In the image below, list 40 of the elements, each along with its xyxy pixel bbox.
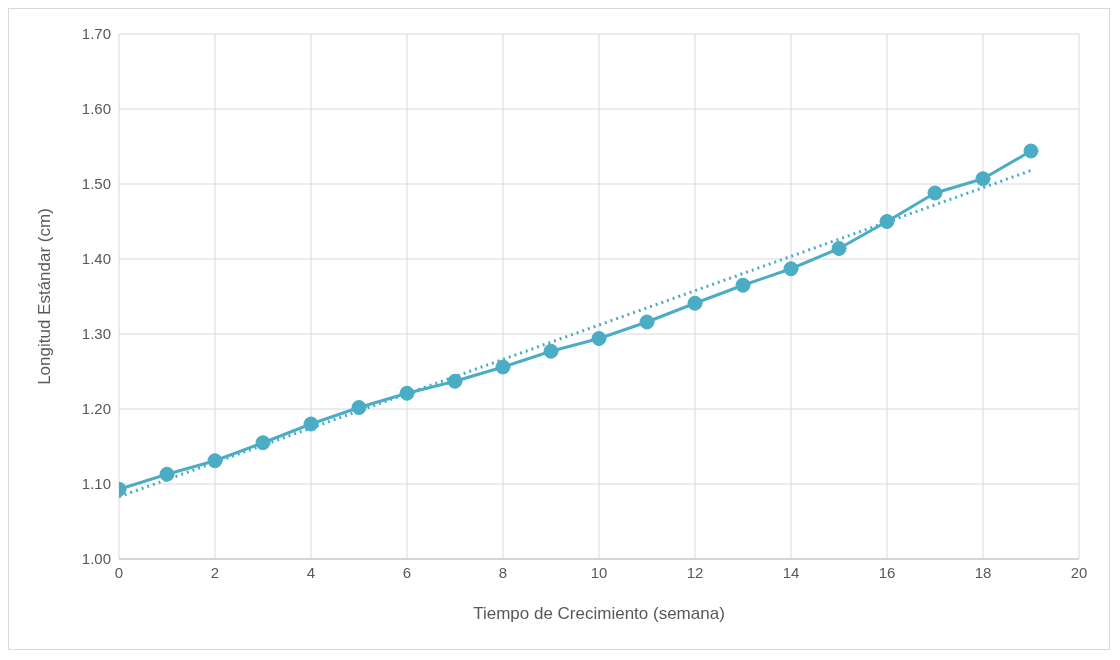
x-axis-title: Tiempo de Crecimiento (semana)	[473, 604, 725, 623]
point	[591, 331, 607, 346]
point	[783, 261, 799, 277]
point	[927, 185, 943, 201]
x-tick-label: 20	[1070, 563, 1088, 581]
point	[351, 400, 367, 415]
point	[543, 343, 559, 359]
point	[159, 466, 175, 482]
point	[735, 277, 751, 293]
point	[1023, 143, 1039, 159]
x-tick-label: 8	[498, 563, 508, 581]
point	[303, 416, 319, 432]
x-tick-label: 6	[402, 563, 412, 581]
point	[687, 295, 703, 311]
y-axis-title: Longitud Estándar (cm)	[35, 208, 55, 385]
y-tick-label: 1.20	[81, 400, 111, 418]
point	[447, 373, 463, 389]
x-tick-label: 2	[210, 563, 220, 581]
y-tick-label: 1.70	[81, 25, 111, 43]
y-tick-label: 1.40	[81, 250, 111, 268]
x-tick-label: 12	[686, 563, 704, 581]
x-tick-label: 10	[590, 563, 608, 581]
point	[495, 359, 511, 375]
x-tick-label: 16	[878, 563, 896, 581]
y-tick-label: 1.00	[81, 550, 111, 568]
x-tick-label: 4	[306, 563, 316, 581]
point	[975, 171, 991, 187]
point	[399, 385, 415, 401]
y-tick-label: 1.50	[81, 175, 111, 193]
x-tick-label: 18	[974, 563, 992, 581]
x-tick-label: 0	[114, 563, 124, 581]
y-tick-label: 1.60	[81, 100, 111, 118]
point	[879, 214, 895, 229]
point	[639, 314, 655, 330]
point	[831, 241, 847, 256]
x-tick-label: 14	[782, 563, 800, 581]
y-tick-label: 1.10	[81, 475, 111, 493]
point	[207, 453, 223, 469]
y-tick-label: 1.30	[81, 325, 111, 343]
point	[255, 435, 271, 451]
